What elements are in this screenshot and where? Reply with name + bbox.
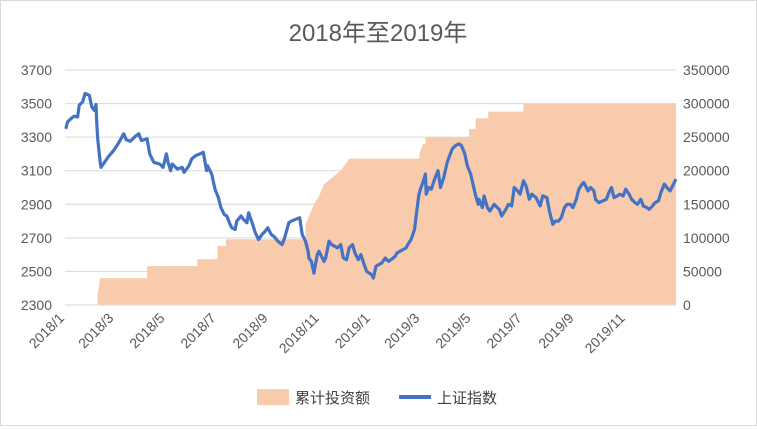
chart-title: 2018年至2019年 xyxy=(289,20,468,47)
x-tick-label: 2018/9 xyxy=(229,310,271,352)
y-left-tick-label: 3500 xyxy=(21,96,52,112)
y-left-tick-label: 2700 xyxy=(21,230,52,246)
x-tick-label: 2018/7 xyxy=(177,310,219,352)
y-right-tick-label: 150000 xyxy=(683,196,730,212)
y-left-tick-label: 2900 xyxy=(21,196,52,212)
x-tick-label: 2019/3 xyxy=(381,310,423,352)
legend-label-cumulative-investment: 累计投资额 xyxy=(295,390,370,407)
legend: 累计投资额 上证指数 xyxy=(257,389,497,407)
area-series-cumulative-investment xyxy=(97,103,676,305)
y-right-tick-label: 0 xyxy=(683,297,691,313)
y-right-tick-label: 250000 xyxy=(683,129,730,145)
y-right-tick-label: 300000 xyxy=(683,96,730,112)
x-tick-label: 2018/11 xyxy=(276,310,323,357)
x-tick-label: 2018/3 xyxy=(75,310,117,352)
area-series-layer xyxy=(97,103,676,305)
line-series-sse-index xyxy=(64,91,678,280)
legend-label-sse-index: 上证指数 xyxy=(437,390,497,407)
y-right-tick-label: 200000 xyxy=(683,163,730,179)
y-left-tick-label: 3100 xyxy=(21,163,52,179)
y-left-tick-label: 3300 xyxy=(21,129,52,145)
y-left-tick-label: 3700 xyxy=(21,62,52,78)
y-right-tick-label: 350000 xyxy=(683,62,730,78)
y-right-tick-label: 50000 xyxy=(683,263,722,279)
x-tick-label: 2019/7 xyxy=(483,310,525,352)
y-left-tick-label: 2500 xyxy=(21,263,52,279)
line-series-layer xyxy=(64,91,678,280)
y-right-tick-label: 100000 xyxy=(683,230,730,246)
x-tick-label: 2018/5 xyxy=(126,310,168,352)
legend-swatch-cumulative-investment xyxy=(257,389,289,405)
x-tick-label: 2019/9 xyxy=(535,310,577,352)
x-tick-label: 2019/1 xyxy=(331,310,373,352)
x-tick-label: 2019/11 xyxy=(581,310,628,357)
y-left-tick-label: 2300 xyxy=(21,297,52,313)
x-tick-label: 2019/5 xyxy=(432,310,474,352)
x-tick-label: 2018/1 xyxy=(26,310,68,352)
